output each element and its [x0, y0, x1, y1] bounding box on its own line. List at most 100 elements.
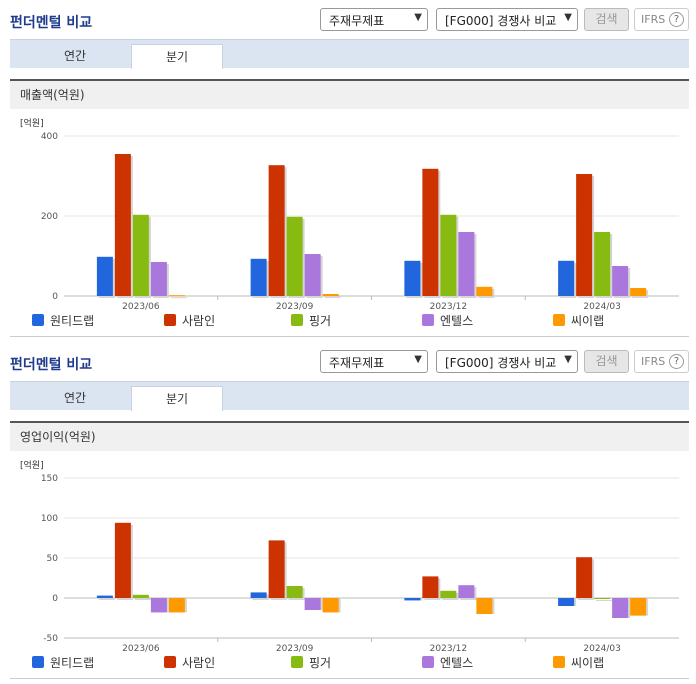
bar[interactable] — [268, 540, 285, 598]
bar[interactable] — [132, 214, 149, 296]
bar[interactable] — [250, 592, 267, 598]
legend-item[interactable]: 엔텔스 — [422, 314, 473, 328]
bar[interactable] — [440, 214, 457, 296]
bar[interactable] — [422, 168, 439, 296]
bar[interactable] — [96, 595, 113, 598]
ifrs-label: IFRS — [641, 355, 666, 368]
bar[interactable] — [168, 598, 185, 613]
tab-quarterly[interactable]: 분기 — [131, 44, 223, 69]
bar[interactable] — [594, 598, 611, 599]
bar[interactable] — [576, 557, 593, 598]
bar[interactable] — [558, 598, 575, 606]
unit-label: [억원] — [20, 117, 44, 129]
bar[interactable] — [250, 258, 267, 296]
bar-shadow — [324, 296, 341, 298]
bar[interactable] — [576, 174, 593, 296]
tab-annual[interactable]: 연간 — [63, 391, 87, 405]
bar[interactable] — [630, 598, 647, 616]
bar[interactable] — [322, 294, 339, 296]
bar[interactable] — [612, 598, 629, 618]
x-tick-label: 2023/12 — [430, 644, 467, 654]
bar[interactable] — [612, 266, 629, 296]
x-tick-label: 2023/09 — [276, 302, 314, 312]
bar[interactable] — [304, 598, 321, 610]
financial-statement-select-value: 주재무제표 — [329, 14, 385, 28]
bar[interactable] — [458, 232, 475, 296]
x-tick-label: 2023/09 — [276, 644, 314, 654]
bar[interactable] — [476, 286, 493, 296]
legend-item[interactable]: 원티드랩 — [32, 314, 94, 328]
bar[interactable] — [150, 598, 167, 613]
fundamental-comparison-panel-revenue: 펀더멘털 비교 주재무제표 ▼ [FG000] 경쟁사 비교 ▼ 검색 IFRS… — [10, 8, 689, 337]
metric-label: 영업이익(억원) — [10, 421, 689, 451]
bar[interactable] — [404, 598, 421, 601]
bar[interactable] — [630, 288, 647, 296]
y-tick-label: 50 — [47, 554, 59, 564]
legend-label: 원티드랩 — [50, 656, 95, 670]
tab-quarterly[interactable]: 분기 — [131, 386, 223, 411]
tab-annual[interactable]: 연간 — [63, 49, 87, 63]
competitor-group-select[interactable]: [FG000] 경쟁사 비교 ▼ — [436, 8, 578, 31]
legend-label: 엔텔스 — [440, 314, 474, 328]
legend-item[interactable]: 엔텔스 — [422, 656, 473, 670]
bar[interactable] — [114, 154, 131, 296]
help-icon[interactable]: ? — [669, 354, 684, 369]
bar[interactable] — [304, 254, 321, 296]
chevron-down-icon: ▼ — [564, 12, 572, 23]
legend-swatch — [32, 656, 44, 668]
x-tick-label: 2023/06 — [122, 644, 160, 654]
legend-item[interactable]: 씨이랩 — [553, 656, 604, 670]
bar[interactable] — [594, 232, 611, 296]
y-tick-label: -50 — [43, 634, 58, 644]
x-tick-label: 2024/03 — [583, 644, 620, 654]
legend-label: 핑거 — [309, 656, 332, 670]
legend-swatch — [553, 314, 565, 326]
financial-statement-select[interactable]: 주재무제표 ▼ — [320, 350, 428, 373]
chevron-down-icon: ▼ — [414, 354, 422, 365]
bar[interactable] — [150, 262, 167, 296]
bar[interactable] — [286, 586, 303, 598]
bar[interactable] — [404, 260, 421, 296]
bar[interactable] — [458, 585, 475, 598]
bar[interactable] — [268, 165, 285, 296]
unit-label: [억원] — [20, 459, 44, 471]
legend-item[interactable]: 씨이랩 — [553, 314, 604, 328]
bar[interactable] — [132, 594, 149, 598]
operating-profit-bar-chart: [억원] -50 0 50 100 150 2023/06 2023/09 2023/12 202… — [20, 459, 679, 654]
legend-label: 씨이랩 — [571, 314, 605, 328]
bar[interactable] — [168, 295, 185, 297]
financial-statement-select[interactable]: 주재무제표 ▼ — [320, 8, 428, 31]
legend-swatch — [291, 314, 303, 326]
legend-label: 사람인 — [182, 656, 216, 670]
search-button[interactable]: 검색 — [584, 350, 629, 373]
legend-swatch — [422, 656, 434, 668]
legend-label: 핑거 — [309, 314, 332, 328]
legend-item[interactable]: 사람인 — [164, 656, 215, 670]
bar[interactable] — [286, 216, 303, 296]
legend-item[interactable]: 핑거 — [291, 656, 331, 670]
bar[interactable] — [558, 260, 575, 296]
period-tabs: 연간 분기 — [10, 39, 689, 69]
legend-label: 씨이랩 — [571, 656, 605, 670]
legend-label: 사람인 — [182, 314, 216, 328]
panel-title: 펀더멘털 비교 — [10, 15, 93, 31]
search-button[interactable]: 검색 — [584, 8, 629, 31]
bar[interactable] — [476, 598, 493, 614]
bar[interactable] — [322, 598, 339, 613]
help-icon[interactable]: ? — [669, 12, 684, 27]
bar[interactable] — [440, 590, 457, 598]
legend-item[interactable]: 사람인 — [164, 314, 215, 328]
bar[interactable] — [96, 256, 113, 296]
ifrs-button[interactable]: IFRS ? — [634, 350, 689, 373]
divider — [10, 678, 689, 679]
bar[interactable] — [422, 576, 439, 598]
bar-shadow — [596, 600, 613, 601]
legend-label: 원티드랩 — [50, 314, 95, 328]
y-tick-label: 200 — [41, 212, 58, 222]
competitor-group-select[interactable]: [FG000] 경쟁사 비교 ▼ — [436, 350, 578, 373]
legend-swatch — [422, 314, 434, 326]
ifrs-button[interactable]: IFRS ? — [634, 8, 689, 31]
legend-item[interactable]: 원티드랩 — [32, 656, 94, 670]
bar[interactable] — [114, 522, 131, 598]
legend-item[interactable]: 핑거 — [291, 314, 331, 328]
